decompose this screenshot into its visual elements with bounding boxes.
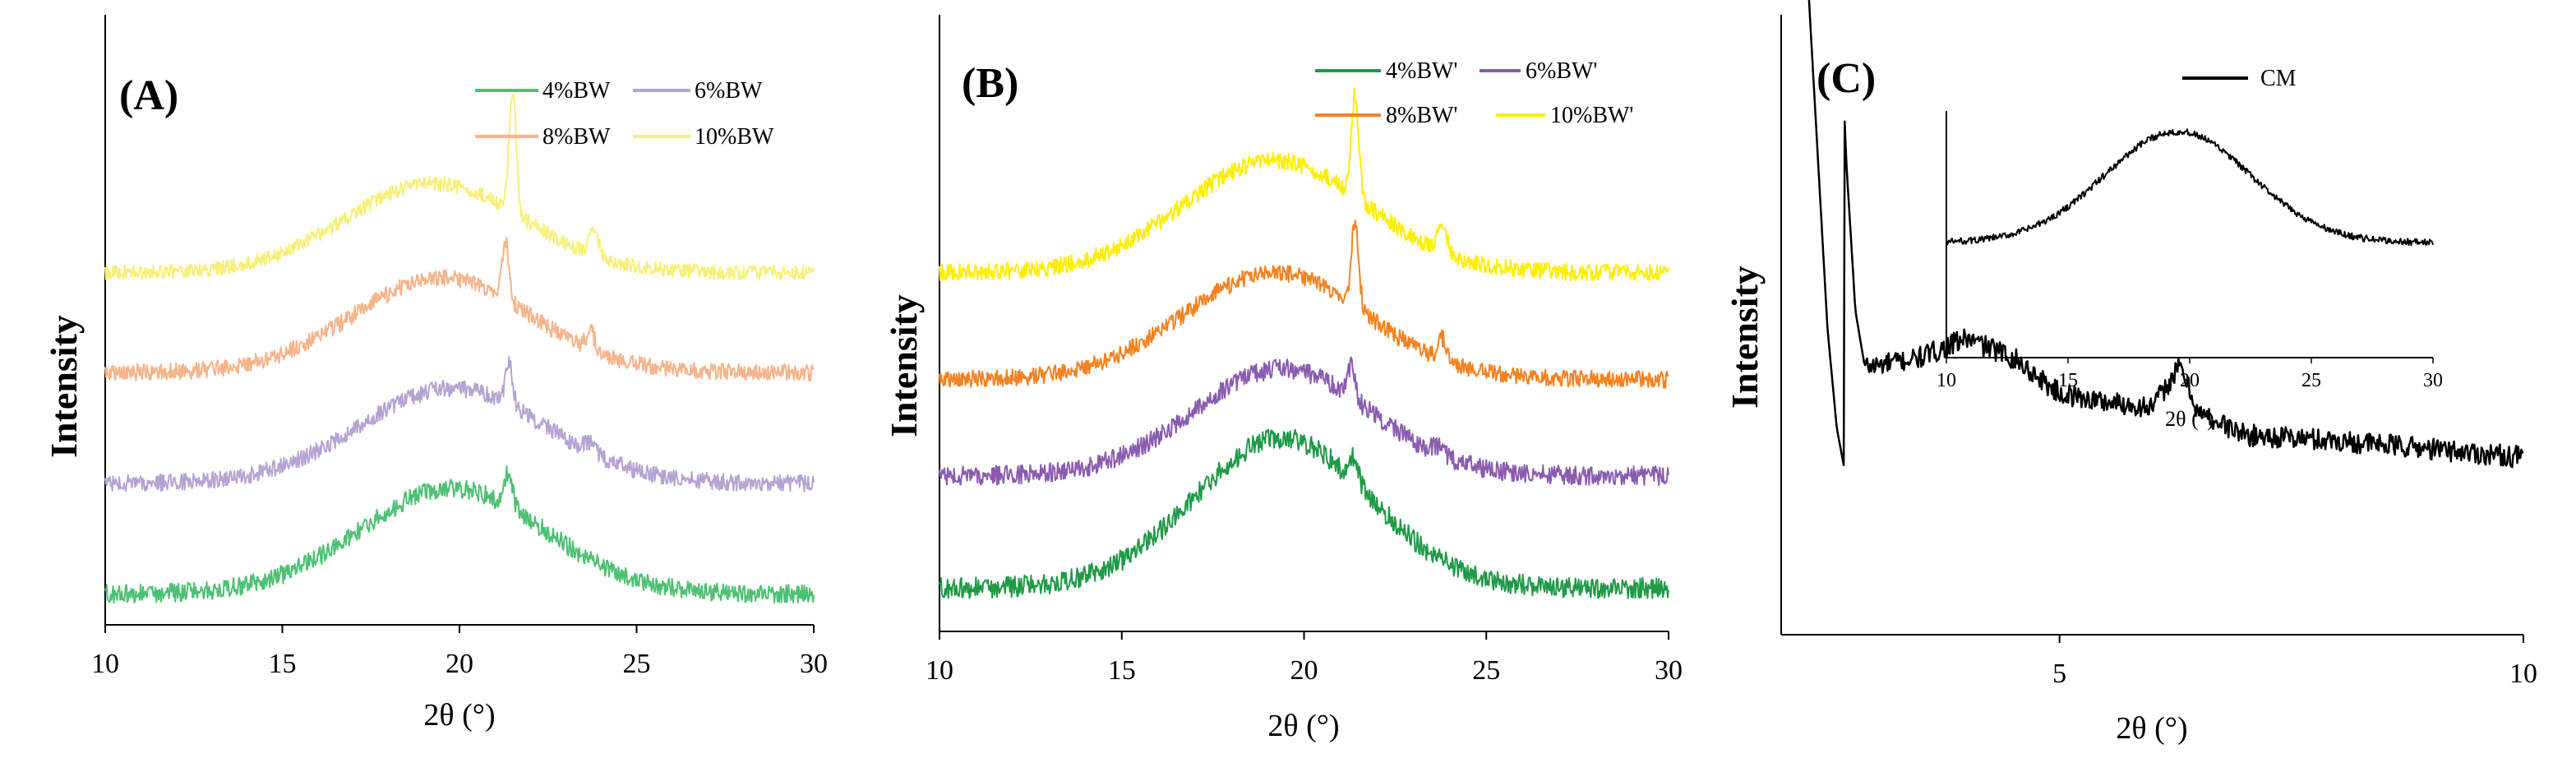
inset-tick-label: 15 [2058, 370, 2078, 391]
series-line-4-bw- [939, 428, 1669, 599]
x-tick-label: 15 [269, 649, 297, 679]
x-tick-label: 20 [445, 649, 473, 679]
panel-a-y-title: Intensity [43, 315, 85, 458]
series-line-4-bw [104, 465, 815, 604]
legend-label-6pct-bw-prime: 6%BW' [1526, 58, 1597, 84]
x-tick-label: 25 [1472, 655, 1500, 686]
inset-x-ticks: 10 15 20 25 30 [1937, 358, 2443, 391]
legend-label-4pct-bw-prime: 4%BW' [1386, 58, 1457, 84]
legend-label-10pct-bw-prime: 10%BW' [1550, 103, 1633, 128]
panel-b-y-title: Intensity [883, 294, 925, 437]
series-line-8-bw- [939, 219, 1669, 389]
inset-series-line-cm [1946, 128, 2434, 247]
legend-label-8pct-bw: 8%BW [542, 124, 611, 150]
panel-c: 5 10 (C) 2θ (°) Intensity CM 10 15 20 25 30 2… [1724, 0, 2537, 746]
panel-b-label: (B) [962, 60, 1018, 107]
legend-label-cm: CM [2260, 66, 2297, 91]
legend-label-10pct-bw: 10%BW [695, 124, 774, 150]
x-tick-label: 30 [1655, 655, 1683, 686]
inset-tick-label: 20 [2180, 370, 2200, 391]
panel-a-x-ticks: 10 15 20 25 30 [91, 625, 828, 679]
inset-x-title: 2θ (°) [2165, 407, 2214, 431]
panel-b-x-ticks: 10 15 20 25 30 [926, 631, 1683, 686]
series-line-cm [1807, 0, 2524, 469]
x-tick-label: 10 [91, 649, 119, 679]
panel-a: 10 15 20 25 30 (A) 2θ (°) Intensity 4%BW 6%B… [43, 15, 828, 733]
panel-b-legend: 4%BW' 6%BW' 8%BW' 10%BW' [1315, 58, 1633, 128]
inset-series [1946, 128, 2434, 247]
series-line-8-bw [104, 237, 815, 382]
panel-c-legend: CM [2182, 66, 2297, 91]
panel-b: 10 15 20 25 30 (B) 2θ (°) Intensity 4%BW' 6%… [883, 15, 1683, 743]
inset-tick-label: 30 [2423, 370, 2443, 391]
panel-a-x-title: 2θ (°) [423, 698, 495, 733]
inset-tick-label: 10 [1937, 370, 1956, 391]
legend-label-4pct-bw: 4%BW [542, 78, 611, 104]
legend-label-6pct-bw: 6%BW [695, 78, 763, 104]
panel-a-label: (A) [119, 72, 178, 119]
x-tick-label: 25 [623, 649, 651, 679]
x-tick-label: 15 [1108, 655, 1136, 686]
x-tick-label: 20 [1290, 655, 1318, 686]
x-tick-label: 30 [800, 649, 828, 679]
panel-c-x-title: 2θ (°) [2116, 711, 2187, 746]
panel-c-inset: 10 15 20 25 30 2θ (°) [1937, 111, 2443, 431]
panel-c-label: (C) [1817, 55, 1876, 102]
panel-c-x-ticks: 5 10 [2052, 635, 2537, 689]
x-tick-label: 10 [2509, 659, 2537, 689]
series-line-10-bw [104, 94, 815, 280]
x-tick-label: 5 [2052, 659, 2066, 689]
panel-c-y-title: Intensity [1724, 266, 1766, 409]
panel-b-x-title: 2θ (°) [1267, 709, 1339, 743]
series-line-6-bw [104, 356, 815, 492]
legend-label-8pct-bw-prime: 8%BW' [1386, 103, 1457, 128]
panel-a-series [104, 94, 815, 604]
panel-a-legend: 4%BW 6%BW 8%BW 10%BW [475, 78, 774, 150]
panel-b-series [939, 87, 1669, 599]
x-tick-label: 10 [926, 655, 953, 686]
series-line-6-bw- [939, 356, 1669, 487]
inset-tick-label: 25 [2301, 370, 2321, 391]
series-line-10-bw- [939, 87, 1669, 282]
panel-c-series [1807, 0, 2524, 469]
